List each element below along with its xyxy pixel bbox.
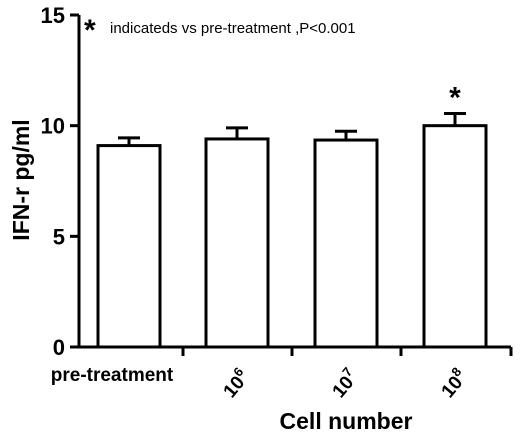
bar-2 bbox=[313, 138, 379, 349]
plot-marks: * bbox=[96, 81, 488, 349]
x-axis-title: Cell number bbox=[280, 408, 413, 434]
bar-3 bbox=[422, 124, 488, 349]
x-tick-label-0: pre-treatment bbox=[51, 365, 174, 386]
axes: 0 5 10 15 pre-treatment 106 107 108 bbox=[41, 3, 513, 402]
y-tick-label-0: 0 bbox=[53, 335, 65, 360]
significance-marker-3: * bbox=[449, 81, 461, 114]
axis-labels: Cell number IFN-r pg/ml bbox=[8, 119, 413, 434]
y-tick-label-2: 10 bbox=[41, 114, 65, 139]
y-axis-title: IFN-r pg/ml bbox=[8, 119, 34, 240]
annotation-star: * bbox=[84, 14, 96, 47]
y-tick-label-3: 15 bbox=[41, 3, 65, 28]
annotation-text: indicateds vs pre-treatment ,P<0.001 bbox=[110, 20, 356, 37]
x-tick-label-3: 108 bbox=[435, 364, 472, 402]
bar-1 bbox=[204, 137, 270, 349]
x-tick-label-1: 106 bbox=[217, 364, 254, 402]
y-tick-label-1: 5 bbox=[53, 224, 65, 249]
annotation: * indicateds vs pre-treatment ,P<0.001 bbox=[84, 14, 356, 47]
bar-0 bbox=[96, 144, 162, 349]
x-tick-label-2: 107 bbox=[326, 364, 363, 402]
